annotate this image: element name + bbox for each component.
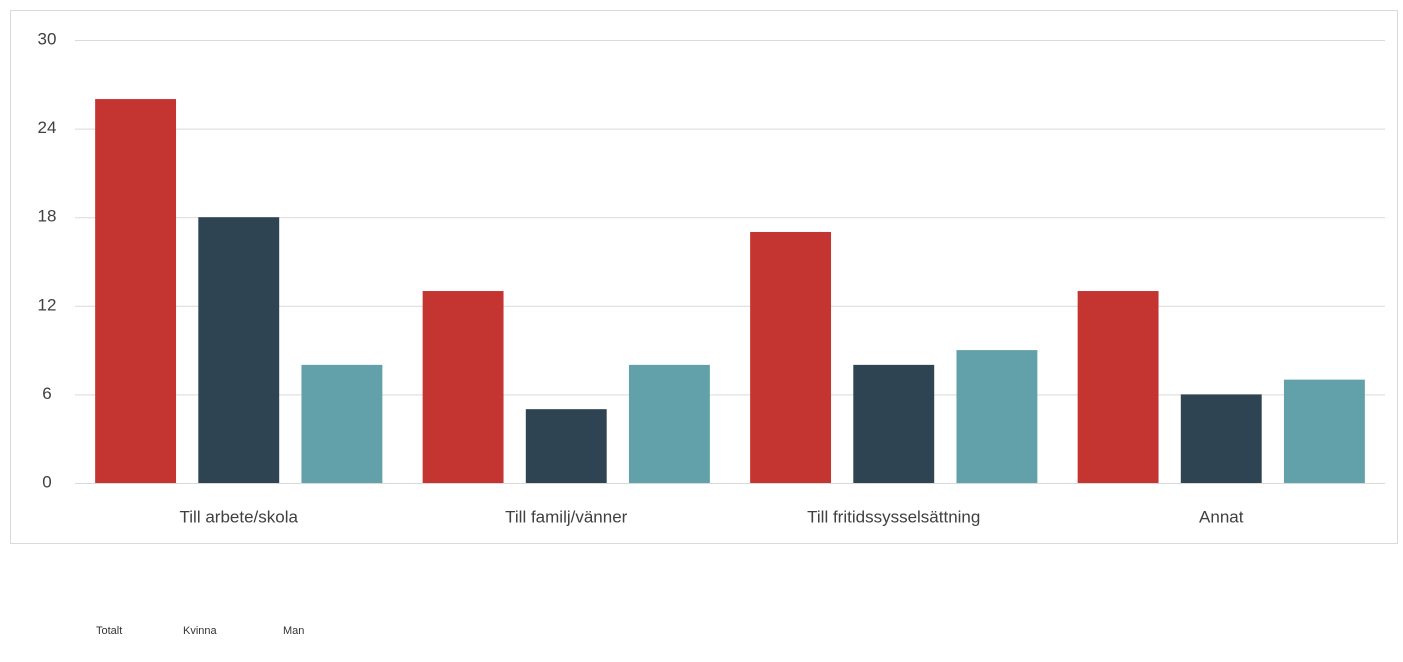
legend-label: Man — [283, 625, 304, 637]
bar — [301, 364, 383, 483]
legend-label: Kvinna — [183, 625, 218, 637]
y-tick-label: 0 — [42, 472, 51, 491]
bar — [1077, 291, 1159, 483]
bar — [95, 99, 177, 484]
x-tick-label: Annat — [1199, 507, 1244, 526]
bar — [956, 350, 1038, 483]
bar — [1283, 379, 1365, 483]
legend-label: Totalt — [96, 625, 122, 637]
y-tick-label: 6 — [42, 384, 51, 403]
bar — [1180, 394, 1262, 483]
bar — [422, 291, 504, 483]
bar — [853, 364, 935, 483]
bar — [198, 217, 280, 483]
bar — [525, 409, 607, 483]
y-tick-label: 12 — [38, 295, 57, 314]
x-tick-label: Till fritidssysselsättning — [807, 507, 980, 526]
bar — [750, 231, 832, 483]
y-tick-label: 24 — [38, 118, 57, 137]
bar — [628, 364, 710, 483]
x-tick-label: Till familj/vänner — [505, 507, 628, 526]
y-tick-label: 30 — [38, 29, 57, 48]
x-tick-label: Till arbete/skola — [180, 507, 299, 526]
y-tick-label: 18 — [38, 207, 57, 226]
